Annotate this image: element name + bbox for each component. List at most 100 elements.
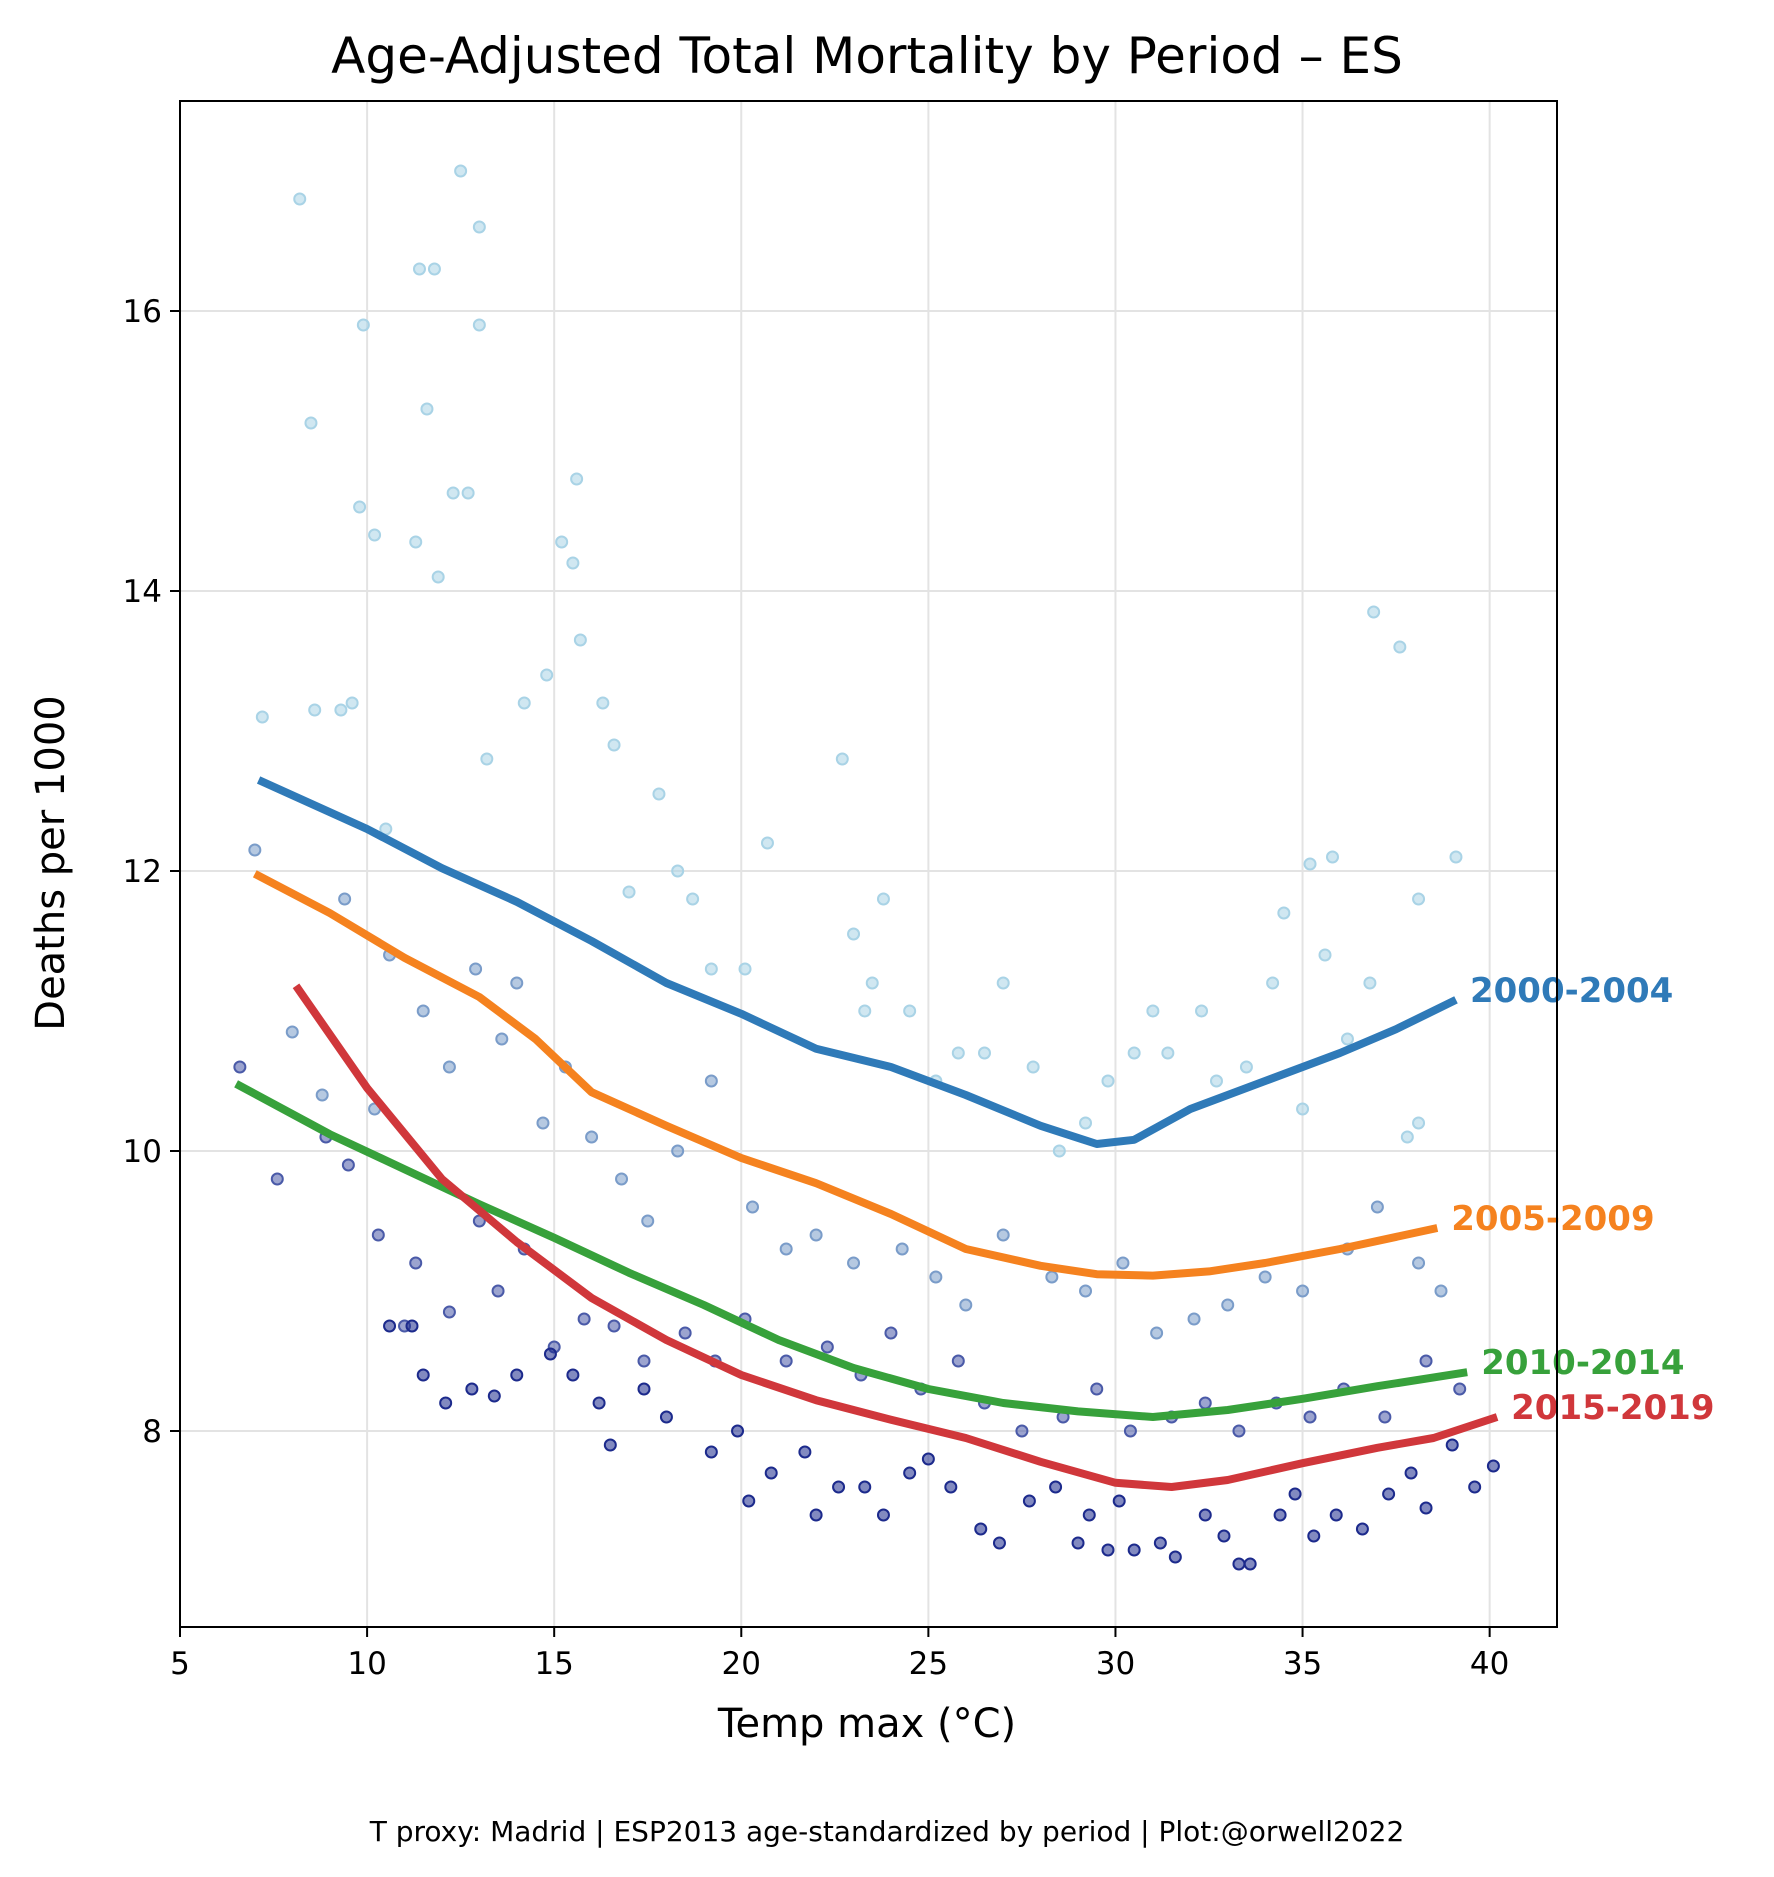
data-point [1307, 1529, 1321, 1543]
data-point [992, 1536, 1006, 1550]
data-point [585, 1130, 599, 1144]
data-point [1419, 1354, 1433, 1368]
data-point [1217, 1529, 1231, 1543]
data-point [1400, 1130, 1414, 1144]
data-point [1026, 1060, 1040, 1074]
x-tick-label: 25 [909, 1646, 948, 1682]
data-point [345, 696, 359, 710]
data-point [592, 1396, 606, 1410]
data-point [876, 1508, 890, 1522]
data-point [442, 1305, 456, 1319]
y-axis-label: Deaths per 1000 [28, 695, 74, 1030]
x-tick-label: 10 [347, 1646, 386, 1682]
data-point [356, 318, 370, 332]
data-point [1146, 1004, 1160, 1018]
data-point [416, 1368, 430, 1382]
data-point [308, 703, 322, 717]
data-point [596, 696, 610, 710]
data-point [1419, 1501, 1433, 1515]
data-point [974, 1522, 988, 1536]
data-point [1486, 1459, 1500, 1473]
y-tick-label: 16 [123, 294, 162, 330]
data-point [615, 1172, 629, 1186]
data-point [416, 1004, 430, 1018]
data-point [1049, 1480, 1063, 1494]
data-point [895, 1242, 909, 1256]
data-point [1239, 1060, 1253, 1074]
trend-line-2000-2004 [256, 776, 1458, 1148]
data-point [876, 892, 890, 906]
data-point [510, 976, 524, 990]
data-point [1209, 1074, 1223, 1088]
data-point [1378, 1410, 1392, 1424]
data-point [847, 1256, 861, 1270]
data-point [454, 164, 468, 178]
trend-line-2015-2019 [292, 983, 1499, 1491]
data-point [742, 1494, 756, 1508]
data-point [1082, 1508, 1096, 1522]
data-point [293, 192, 307, 206]
data-point [1370, 1200, 1384, 1214]
data-point [671, 1144, 685, 1158]
data-point [1412, 892, 1426, 906]
data-point [1445, 1438, 1459, 1452]
data-point [1382, 1487, 1396, 1501]
data-point [865, 976, 879, 990]
data-point [536, 1116, 550, 1130]
data-point [607, 1319, 621, 1333]
data-point [409, 535, 423, 549]
data-point [622, 885, 636, 899]
data-point [944, 1480, 958, 1494]
data-point [1079, 1116, 1093, 1130]
data-point [472, 318, 486, 332]
data-point [835, 752, 849, 766]
trend-lines [234, 776, 1499, 1491]
data-point [431, 570, 445, 584]
data-point [1243, 1557, 1257, 1571]
data-point [1127, 1046, 1141, 1060]
data-point [1232, 1557, 1246, 1571]
data-point [704, 962, 718, 976]
data-point [764, 1466, 778, 1480]
data-point [570, 472, 584, 486]
data-point [1329, 1508, 1343, 1522]
data-point [1161, 1046, 1175, 1060]
data-point [738, 962, 752, 976]
data-point [760, 836, 774, 850]
data-point [1258, 1270, 1272, 1284]
data-point [480, 752, 494, 766]
data-point [607, 738, 621, 752]
data-point [1071, 1536, 1085, 1550]
x-axis-ticks: 5 10 15 20 25 30 35 40 [170, 1627, 1509, 1682]
x-tick-label: 30 [1096, 1646, 1135, 1682]
data-point [427, 262, 441, 276]
data-point [951, 1354, 965, 1368]
data-point [652, 787, 666, 801]
data-point [1303, 857, 1317, 871]
data-point [1187, 1312, 1201, 1326]
data-point [304, 416, 318, 430]
y-axis-ticks: 8 10 12 14 16 [123, 294, 180, 1450]
grid-lines [179, 101, 1557, 1627]
data-point [1112, 1494, 1126, 1508]
data-point [1453, 1382, 1467, 1396]
data-point [603, 1438, 617, 1452]
y-tick-label: 12 [123, 854, 162, 890]
data-point [921, 1452, 935, 1466]
data-point [540, 668, 554, 682]
data-point [1221, 1298, 1235, 1312]
data-point [1052, 1144, 1066, 1158]
data-point [704, 1074, 718, 1088]
y-tick-label: 14 [123, 574, 162, 610]
data-point [779, 1354, 793, 1368]
trend-line-2005-2009 [252, 870, 1439, 1280]
data-point [959, 1298, 973, 1312]
data-point [809, 1228, 823, 1242]
data-point [334, 703, 348, 717]
data-point [1101, 1074, 1115, 1088]
data-point [1273, 1508, 1287, 1522]
data-point [566, 1368, 580, 1382]
data-point [1468, 1480, 1482, 1494]
data-point [409, 1256, 423, 1270]
data-point [371, 1228, 385, 1242]
